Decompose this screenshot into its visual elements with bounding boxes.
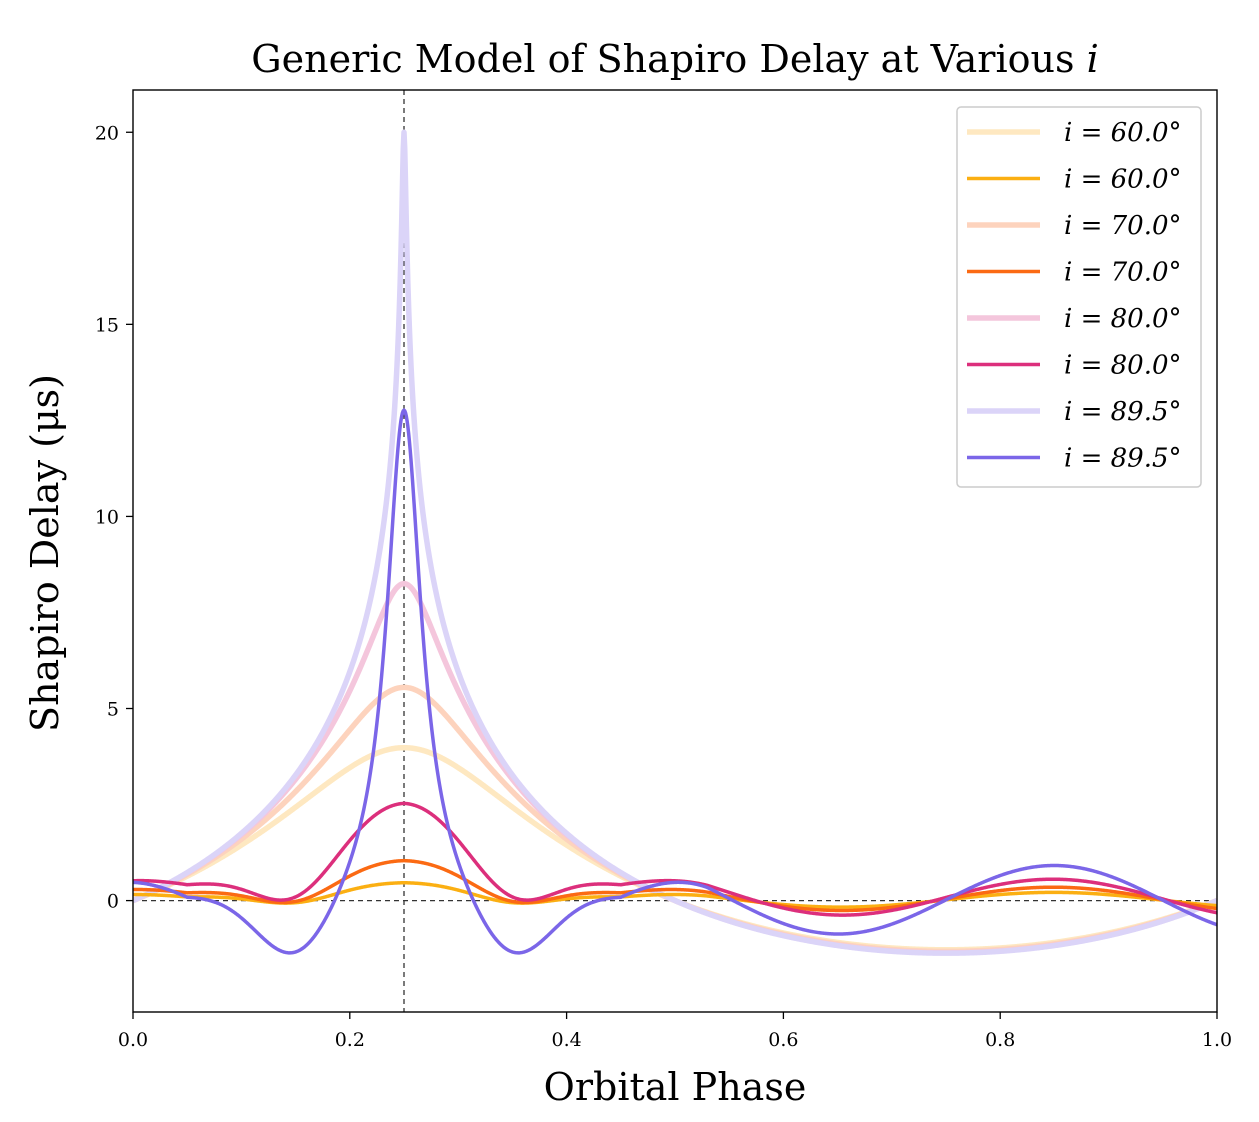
x-axis-label: Orbital Phase xyxy=(544,1065,807,1109)
legend-label: i = 60.0° xyxy=(1064,165,1182,195)
plot-area xyxy=(132,89,1218,1013)
y-axis: 0 5 10 15 20 xyxy=(95,122,133,913)
plot-frame xyxy=(132,89,1218,1013)
x-tick-label: 0.8 xyxy=(985,1029,1015,1051)
x-tick-label: 0.4 xyxy=(551,1029,581,1051)
x-tick-label: 0.0 xyxy=(118,1029,148,1051)
legend-label: i = 70.0° xyxy=(1064,258,1182,288)
series-line-89.5-full xyxy=(133,129,1217,956)
x-tick-label: 0.6 xyxy=(768,1029,798,1051)
y-tick-label: 20 xyxy=(95,122,119,144)
legend-label: i = 80.0° xyxy=(1064,304,1182,334)
series-layer xyxy=(133,129,1217,956)
chart-title: Generic Model of Shapiro Delay at Variou… xyxy=(251,37,1098,81)
legend-label: i = 80.0° xyxy=(1064,351,1182,381)
series-line-60-residual xyxy=(133,881,1217,909)
series-line-89.5-residual xyxy=(133,408,1217,955)
legend-frame xyxy=(956,106,1202,488)
legend-label: i = 60.0° xyxy=(1064,118,1182,148)
series-line-70-residual xyxy=(133,858,1217,913)
legend-label: i = 70.0° xyxy=(1064,211,1182,241)
x-tick-label: 1.0 xyxy=(1202,1029,1232,1051)
x-axis: 0.0 0.2 0.4 0.6 0.8 1.0 xyxy=(118,1012,1232,1051)
y-tick-label: 15 xyxy=(95,314,119,336)
legend-label: i = 89.5° xyxy=(1064,397,1182,427)
chart-title-text: Generic Model of Shapiro Delay at Variou… xyxy=(251,37,1074,81)
legend: i = 60.0° i = 60.0° i = 70.0° i = 70.0° i = … xyxy=(956,106,1202,488)
y-tick-label: 10 xyxy=(95,506,119,528)
y-axis-label: Shapiro Delay (μs) xyxy=(23,374,67,732)
y-tick-label: 5 xyxy=(107,699,119,721)
series-line-70-full xyxy=(133,684,1217,955)
chart-title-symbol: i xyxy=(1087,37,1099,81)
y-tick-label: 0 xyxy=(107,891,119,913)
legend-label: i = 89.5° xyxy=(1064,444,1182,474)
x-tick-label: 0.2 xyxy=(335,1029,365,1051)
